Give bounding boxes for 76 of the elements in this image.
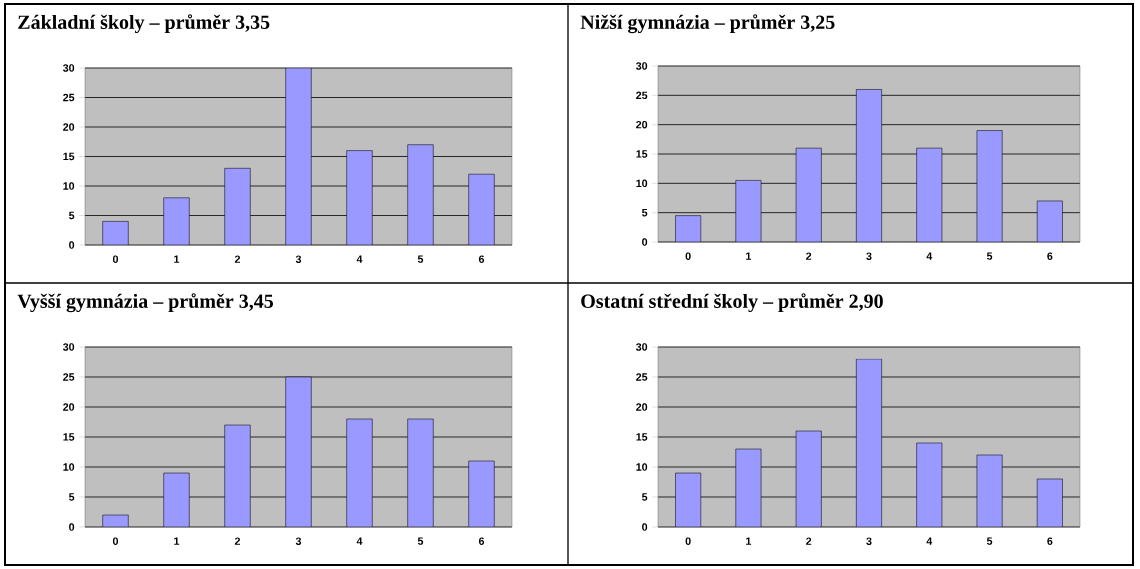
bar (976, 130, 1003, 242)
bar (795, 147, 822, 242)
chart-title: Ostatní střední školy – průměr 2,90 (581, 293, 883, 313)
bar (856, 358, 882, 527)
chart-title: Základní školy – průměr 3,35 (18, 14, 270, 34)
x-tick-label: 0 (112, 255, 119, 263)
x-tick-label: 1 (746, 537, 752, 545)
x-tick-label: 5 (986, 252, 993, 260)
x-tick-label: 2 (806, 537, 812, 545)
y-tick-label: 15 (636, 433, 648, 441)
x-tick-label: 1 (174, 255, 180, 263)
chart-title: Vyšší gymnázia – průměr 3,45 (17, 293, 274, 313)
y-tick-label: 10 (63, 463, 75, 471)
y-tick-label: 5 (642, 208, 648, 217)
y-tick-label: 25 (63, 373, 75, 381)
y-tick-label: 25 (636, 373, 648, 381)
bar (1036, 478, 1063, 527)
y-tick-label: 10 (63, 182, 75, 190)
y-tick-label: 15 (63, 433, 75, 441)
y-tick-label: 30 (635, 62, 648, 70)
y-tick-label: 5 (69, 211, 75, 220)
bar (735, 448, 762, 527)
x-tick-label: 4 (926, 252, 933, 260)
y-tick-label: 0 (642, 238, 648, 246)
x-tick-label: 5 (986, 537, 993, 545)
y-tick-label: 30 (635, 343, 648, 351)
y-tick-label: 25 (636, 91, 648, 100)
bar (102, 221, 129, 245)
x-tick-label: 4 (356, 255, 363, 263)
x-tick-label: 0 (112, 537, 119, 545)
x-tick-label: 6 (478, 255, 485, 263)
y-tick-label: 0 (642, 523, 648, 531)
x-tick-label: 3 (866, 537, 872, 545)
bar (916, 442, 943, 527)
x-tick-label: 0 (685, 537, 691, 545)
x-tick-label: 2 (806, 252, 812, 260)
y-tick-label: 30 (62, 64, 75, 72)
y-tick-label: 10 (636, 463, 648, 471)
y-tick-label: 15 (63, 152, 75, 161)
x-tick-label: 2 (234, 537, 241, 545)
x-tick-label: 1 (746, 252, 752, 260)
x-tick-label: 6 (1047, 537, 1053, 545)
bar (735, 180, 762, 242)
y-tick-label: 20 (636, 403, 648, 411)
x-tick-label: 3 (866, 252, 872, 260)
x-tick-label: 1 (174, 537, 180, 545)
y-tick-label: 15 (636, 150, 648, 158)
x-tick-label: 5 (417, 255, 424, 263)
y-tick-label: 0 (69, 523, 75, 531)
bar (1036, 200, 1063, 242)
y-tick-label: 20 (63, 123, 75, 131)
y-tick-label: 25 (63, 93, 75, 102)
x-tick-label: 3 (295, 255, 302, 263)
y-tick-label: 20 (63, 403, 75, 411)
x-tick-label: 5 (417, 537, 424, 545)
x-tick-label: 6 (1047, 252, 1053, 260)
bar (976, 454, 1003, 527)
y-tick-label: 0 (69, 241, 75, 249)
bar (675, 472, 702, 527)
bar (675, 215, 702, 242)
y-tick-label: 10 (636, 179, 648, 188)
x-tick-label: 4 (356, 537, 363, 545)
y-tick-label: 5 (69, 493, 75, 501)
y-tick-label: 30 (62, 343, 75, 351)
x-tick-label: 4 (926, 537, 933, 545)
bar (916, 147, 943, 242)
x-tick-label: 6 (478, 537, 485, 545)
bar (102, 514, 129, 527)
x-tick-label: 3 (295, 537, 302, 545)
y-tick-label: 20 (636, 120, 648, 129)
bar (856, 89, 882, 242)
chart-title: Nižší gymnázia – průměr 3,25 (580, 14, 835, 34)
y-tick-label: 5 (642, 493, 648, 501)
x-tick-label: 2 (234, 255, 241, 263)
bar (795, 430, 822, 527)
x-tick-label: 0 (685, 252, 691, 260)
